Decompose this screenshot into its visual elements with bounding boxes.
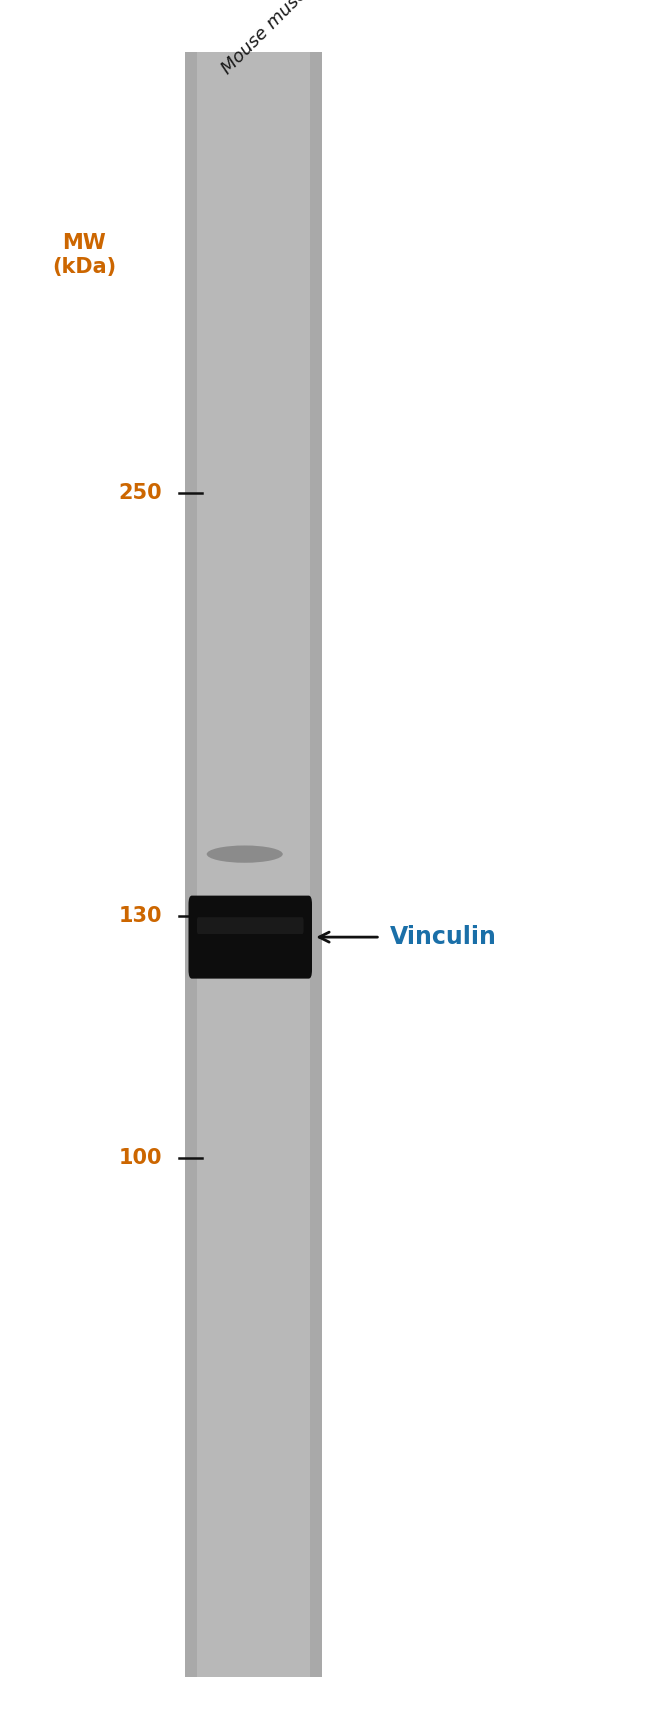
Bar xyxy=(185,52,322,1677)
FancyBboxPatch shape xyxy=(188,896,312,979)
Text: Vinculin: Vinculin xyxy=(390,925,497,949)
Text: Mouse muscle: Mouse muscle xyxy=(218,0,322,78)
Text: 130: 130 xyxy=(119,906,162,927)
Ellipse shape xyxy=(207,845,283,863)
Bar xyxy=(310,52,322,1677)
Bar xyxy=(185,52,197,1677)
Text: MW
(kDa): MW (kDa) xyxy=(53,233,116,277)
FancyBboxPatch shape xyxy=(197,916,304,934)
Text: 250: 250 xyxy=(119,482,162,503)
Text: 100: 100 xyxy=(119,1148,162,1169)
